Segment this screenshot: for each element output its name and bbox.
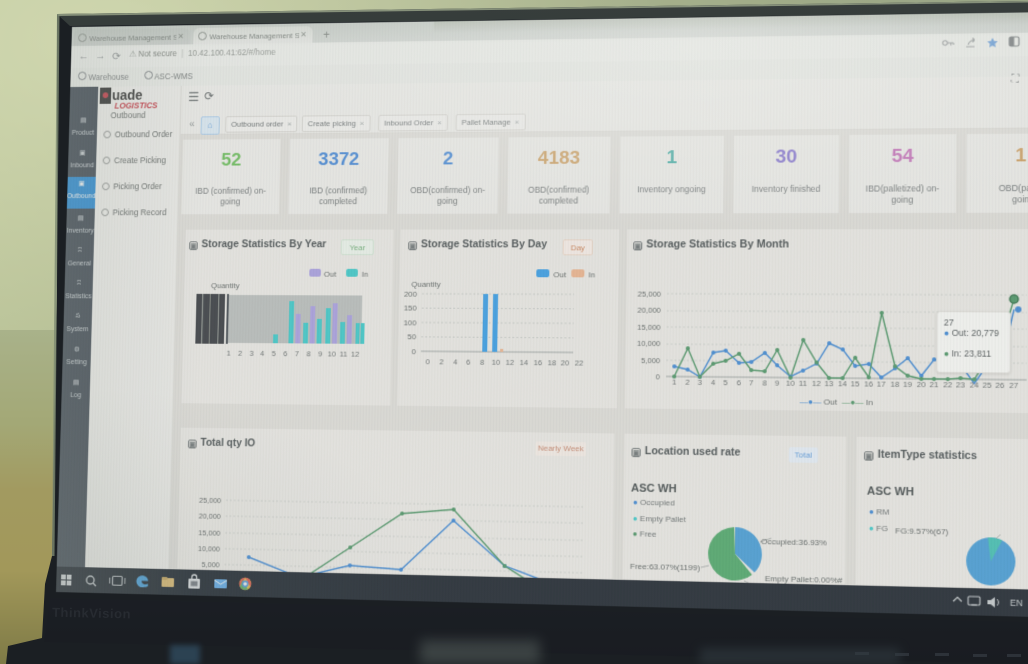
svg-text:Out: Out	[553, 270, 567, 280]
svg-text:21: 21	[930, 382, 939, 390]
svg-text:12: 12	[506, 360, 515, 368]
svg-text:150: 150	[404, 303, 417, 313]
svg-text:4: 4	[260, 351, 264, 358]
svg-text:5: 5	[272, 351, 276, 358]
svg-text:14: 14	[838, 381, 847, 389]
svg-text:14: 14	[520, 360, 529, 368]
svg-text:100: 100	[403, 318, 416, 328]
svg-text:16: 16	[864, 381, 873, 389]
svg-text:0: 0	[656, 374, 660, 382]
svg-text:9: 9	[318, 351, 322, 358]
svg-text:27: 27	[1009, 382, 1018, 390]
svg-text:Out: Out	[324, 269, 338, 278]
svg-text:18: 18	[548, 360, 557, 368]
svg-text:4: 4	[711, 380, 715, 388]
svg-text:5,000: 5,000	[641, 358, 660, 366]
svg-text:Quantity: Quantity	[211, 281, 240, 290]
svg-text:12: 12	[812, 381, 821, 389]
svg-text:10: 10	[328, 351, 336, 358]
svg-text:3: 3	[698, 379, 702, 387]
svg-text:5: 5	[723, 380, 727, 388]
svg-text:17: 17	[877, 381, 886, 389]
svg-text:EN: EN	[1010, 598, 1023, 608]
svg-text:1: 1	[226, 350, 230, 357]
svg-text:20: 20	[561, 360, 570, 368]
svg-text:2: 2	[685, 379, 689, 387]
svg-text:10: 10	[492, 359, 501, 367]
svg-text:23: 23	[956, 382, 965, 390]
svg-text:5,000: 5,000	[201, 562, 219, 570]
svg-text:25,000: 25,000	[638, 291, 661, 299]
svg-text:8: 8	[480, 359, 484, 366]
svg-text:11: 11	[799, 380, 807, 388]
svg-text:15,000: 15,000	[198, 530, 220, 538]
svg-text:In: In	[588, 270, 595, 280]
svg-text:Quantity: Quantity	[411, 279, 441, 289]
svg-text:200: 200	[404, 289, 417, 299]
svg-text:24: 24	[970, 382, 979, 390]
svg-text:50: 50	[407, 332, 416, 342]
svg-text:uade: uade	[112, 87, 143, 103]
svg-text:2: 2	[238, 350, 242, 357]
svg-text:3: 3	[249, 351, 253, 358]
svg-text:25: 25	[983, 382, 992, 390]
svg-text:20,000: 20,000	[637, 307, 660, 315]
svg-text:1: 1	[672, 379, 676, 387]
svg-text:11: 11	[340, 351, 348, 358]
svg-text:2: 2	[439, 359, 443, 366]
svg-text:15,000: 15,000	[637, 324, 660, 332]
svg-text:10: 10	[786, 380, 795, 388]
svg-text:6: 6	[466, 359, 470, 366]
svg-text:25,000: 25,000	[199, 497, 221, 505]
svg-text:15: 15	[851, 381, 860, 389]
svg-text:19: 19	[903, 381, 912, 389]
svg-text:4: 4	[453, 359, 457, 366]
svg-text:8: 8	[762, 380, 766, 388]
svg-text:8: 8	[306, 351, 310, 358]
svg-text:7: 7	[295, 351, 299, 358]
svg-text:9: 9	[775, 380, 779, 388]
svg-text:6: 6	[283, 351, 287, 358]
svg-text:0: 0	[425, 359, 429, 366]
svg-text:18: 18	[891, 381, 900, 389]
svg-text:12: 12	[351, 351, 359, 358]
svg-text:16: 16	[534, 360, 543, 368]
svg-text:20: 20	[917, 382, 926, 390]
svg-text:LOGISTICS: LOGISTICS	[114, 101, 158, 111]
svg-text:22: 22	[575, 360, 584, 368]
svg-text:20,000: 20,000	[199, 513, 221, 521]
svg-text:10,000: 10,000	[198, 546, 220, 554]
svg-text:10,000: 10,000	[637, 341, 660, 349]
svg-text:22: 22	[943, 382, 952, 390]
svg-text:0: 0	[412, 347, 417, 357]
svg-text:13: 13	[825, 381, 834, 389]
svg-text:6: 6	[737, 380, 741, 388]
svg-text:26: 26	[995, 382, 1004, 390]
svg-text:In: In	[362, 269, 369, 278]
svg-text:7: 7	[749, 380, 753, 388]
